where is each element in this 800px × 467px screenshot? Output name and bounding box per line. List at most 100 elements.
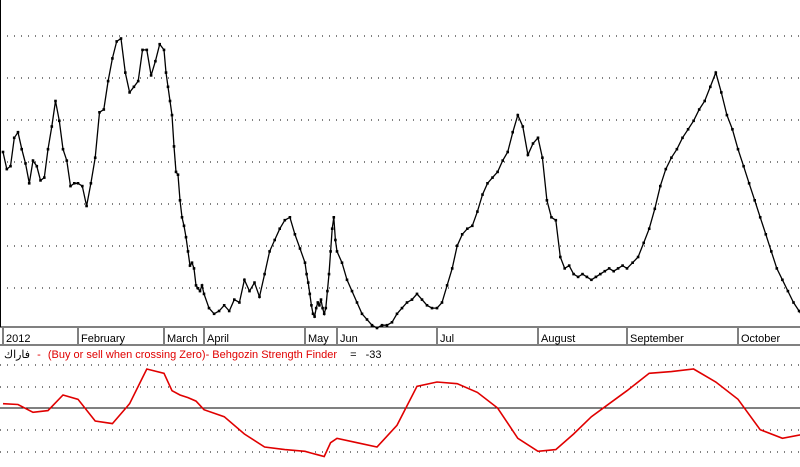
price-point — [24, 162, 27, 165]
price-point — [190, 261, 194, 264]
price-point — [182, 224, 186, 228]
price-point — [248, 289, 251, 293]
month-label: February — [81, 333, 126, 345]
price-point — [332, 216, 336, 219]
price-point — [526, 153, 530, 157]
price-point — [736, 147, 740, 151]
price-point — [335, 250, 339, 253]
price-point — [172, 145, 176, 148]
price-point — [491, 176, 494, 179]
price-gridlines — [0, 35, 800, 289]
price-point — [775, 267, 779, 270]
price-point — [192, 267, 196, 270]
price-point — [12, 136, 16, 140]
price-point — [311, 312, 315, 316]
price-point — [310, 304, 313, 307]
price-point — [89, 182, 93, 185]
price-point — [440, 301, 444, 304]
price-point — [410, 298, 414, 301]
price-point — [496, 170, 499, 174]
price-point — [200, 284, 204, 287]
price-point — [481, 193, 484, 196]
price-point — [725, 113, 729, 117]
price-point — [616, 267, 620, 270]
price-point — [119, 37, 123, 40]
month-label: Jun — [340, 333, 358, 345]
indicator-name: (Buy or sell when crossing Zero)- Behgoz… — [48, 349, 338, 361]
price-point — [621, 264, 624, 267]
price-point — [753, 199, 756, 202]
price-point — [607, 267, 611, 270]
price-point — [506, 150, 509, 154]
price-point — [581, 272, 584, 276]
price-point — [486, 182, 489, 185]
price-point — [703, 99, 706, 103]
price-point — [415, 292, 419, 296]
price-point — [65, 159, 69, 162]
price-point — [603, 269, 607, 273]
price-point — [326, 289, 329, 293]
price-point — [466, 227, 469, 230]
price-point — [115, 40, 118, 43]
price-point — [196, 287, 200, 290]
price-point — [164, 71, 168, 74]
price-point — [207, 306, 211, 310]
price-point — [136, 79, 140, 83]
price-point — [425, 304, 429, 307]
price-point — [178, 199, 182, 202]
price-point — [758, 216, 762, 219]
month-label: August — [541, 333, 575, 345]
price-point — [54, 99, 57, 103]
price-point — [217, 309, 221, 313]
month-label: Jul — [440, 333, 454, 345]
price-point — [46, 147, 50, 151]
price-point — [1, 150, 5, 154]
price-series-markers — [1, 37, 800, 330]
price-point — [288, 216, 292, 219]
indicator-value: -33 — [366, 349, 382, 361]
price-point — [222, 304, 226, 307]
price-point — [476, 210, 479, 213]
price-point — [128, 91, 131, 94]
price-point — [212, 312, 216, 316]
price-point — [298, 247, 302, 250]
price-point — [659, 184, 662, 188]
price-point — [455, 244, 459, 247]
price-series-line — [2, 37, 800, 329]
month-label: May — [308, 333, 329, 345]
price-point — [642, 241, 645, 245]
price-point — [170, 113, 174, 117]
price-point — [162, 48, 166, 52]
price-point — [278, 227, 281, 230]
price-point — [258, 295, 261, 299]
price-point — [675, 147, 679, 151]
price-point — [149, 74, 153, 77]
price-point — [111, 57, 114, 60]
price-point — [572, 272, 575, 276]
price-point — [61, 147, 65, 151]
price-point — [554, 218, 558, 222]
price-point — [355, 301, 359, 304]
price-point — [16, 130, 20, 134]
price-point — [180, 216, 184, 219]
price-point — [636, 255, 640, 259]
price-point — [308, 292, 312, 296]
month-label: October — [741, 333, 780, 345]
price-point — [327, 272, 331, 276]
price-point — [770, 250, 773, 253]
price-point — [471, 224, 474, 228]
indicator-gridlines — [0, 364, 800, 453]
month-label: March — [167, 333, 198, 345]
price-point — [516, 113, 520, 117]
price-point — [350, 289, 354, 293]
price-point — [764, 233, 768, 236]
price-point — [98, 111, 101, 114]
price-point — [145, 48, 149, 52]
price-point — [35, 164, 39, 168]
price-point — [50, 125, 54, 128]
price-point — [233, 298, 236, 301]
month-axis: 2012 February March April May Jun Jul August Sep… — [2, 328, 780, 345]
price-point — [186, 250, 190, 253]
month-label: 2012 — [6, 333, 30, 345]
price-point — [334, 238, 337, 242]
